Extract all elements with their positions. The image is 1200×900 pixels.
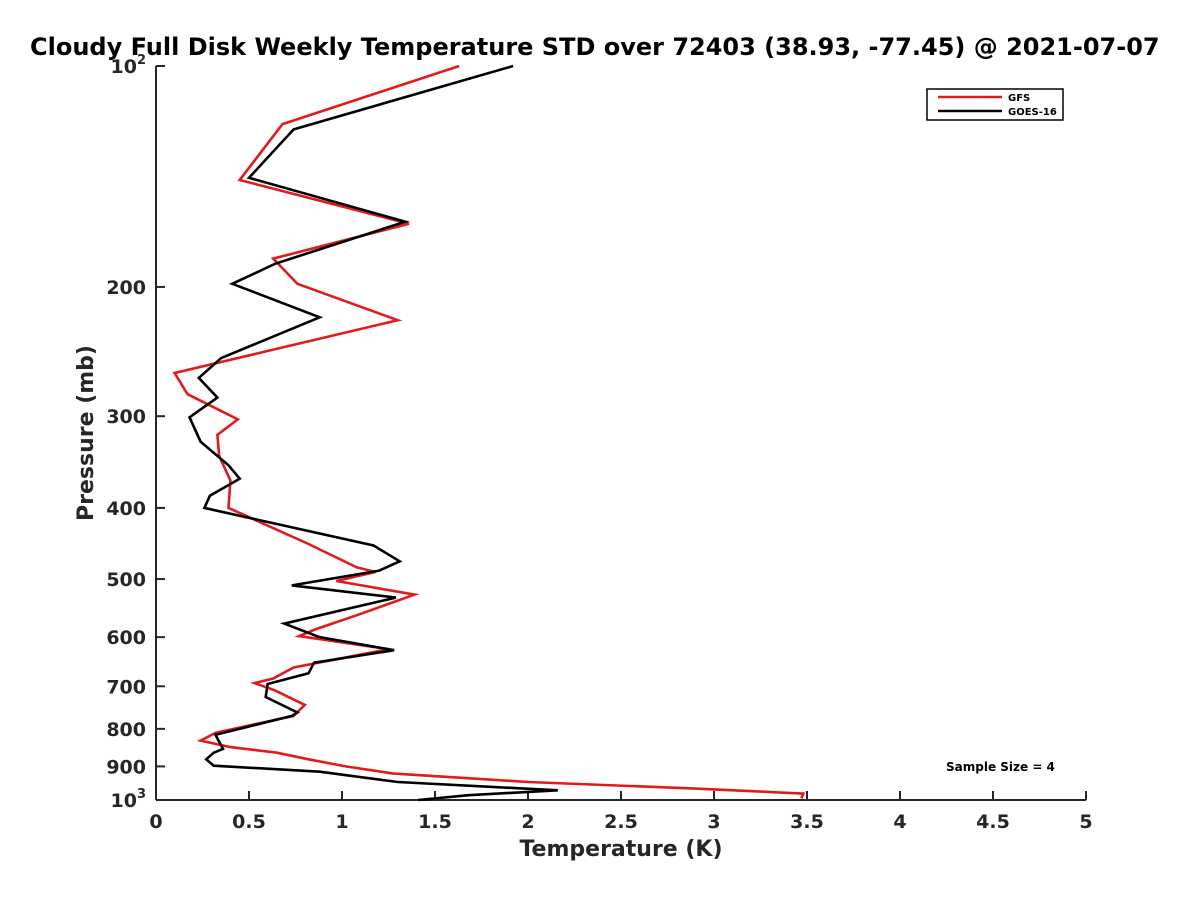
y-tick-label: 500 [106,569,146,591]
legend-label-goes16: GOES-16 [1008,107,1057,118]
y-tick-label: 400 [106,498,146,520]
y-tick-label: 103 [111,787,147,812]
sample-size-annotation: Sample Size = 4 [946,760,1055,774]
x-tick-label: 3.5 [790,811,824,833]
y-tick-label: 102 [111,53,147,78]
x-tick-label: 2 [521,811,534,833]
x-tick-label: 1.5 [418,811,452,833]
y-tick-label: 700 [106,676,146,698]
x-tick-label: 0.5 [232,811,266,833]
x-tick-label: 1 [335,811,348,833]
y-tick-label: 900 [106,756,146,778]
legend-box [926,88,1064,121]
series-line-gfs [172,64,806,799]
x-tick-label: 4.5 [976,811,1010,833]
series-line-goes16 [187,64,558,802]
x-tick-label: 3 [707,811,720,833]
x-tick-label: 2.5 [604,811,638,833]
legend-label-gfs: GFS [1008,93,1030,104]
x-tick-label: 5 [1079,811,1092,833]
y-axis-label: Pressure (mb) [74,345,99,521]
chart-title: Cloudy Full Disk Weekly Temperature STD … [30,33,1160,61]
x-axis-label: Temperature (K) [519,837,722,862]
y-tick-label: 600 [106,627,146,649]
y-tick-label: 200 [106,277,146,299]
x-tick-label: 4 [893,811,906,833]
y-tick-label: 800 [106,719,146,741]
y-tick-label: 300 [106,406,146,428]
legend: GFS GOES-16 [926,88,1064,121]
x-tick-label: 0 [149,811,162,833]
x-ticks: 0 0.5 1 1.5 2 2.5 3 3.5 4 4.5 5 [149,791,1093,833]
series-layer [172,64,806,802]
y-ticks: 102 200 300 400 500 600 700 800 900 103 [106,53,165,812]
